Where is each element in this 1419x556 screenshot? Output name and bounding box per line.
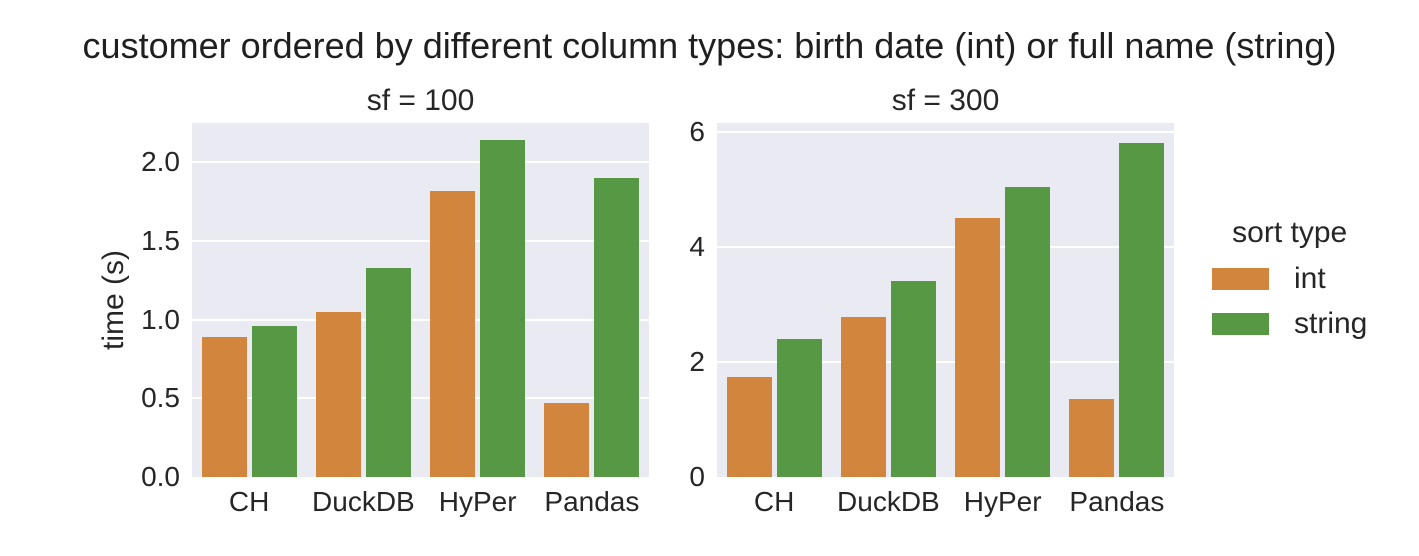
gridline [717, 246, 1174, 249]
legend-label-string: string [1294, 307, 1368, 340]
bar-group-ch [192, 123, 306, 477]
bar-duckdb-int [315, 311, 361, 477]
x-tick-label: Pandas [544, 486, 640, 517]
y-tick-label: 0.0 [141, 461, 180, 492]
bar-ch-int [726, 377, 772, 477]
x-tick-label: HyPer [963, 486, 1042, 517]
subplot-sf-300: sf = 300 0 2 4 6 CH DuckDB HyPer Pandas [689, 86, 1174, 516]
bar-duckdb-int [840, 317, 886, 477]
subplot-sf-100: sf = 100 time (s) 0.0 0.5 1.0 1.5 2.0 CH DuckD… [97, 86, 649, 516]
bar-ch-int [201, 336, 247, 477]
bar-pandas-string [594, 178, 640, 477]
bar-group-pandas [535, 123, 649, 477]
bar-hyper-int [430, 190, 476, 477]
gridline [192, 397, 649, 400]
bar-groups [192, 123, 649, 477]
gridline [717, 131, 1174, 134]
bar-ch-string [251, 325, 297, 477]
legend-label-int: int [1294, 262, 1326, 295]
bar-pandas-int [1069, 398, 1115, 477]
bar-group-pandas [1060, 123, 1174, 477]
y-tick-label: 0 [689, 461, 705, 492]
x-tick-label: DuckDB [312, 486, 415, 517]
gridline [192, 240, 649, 243]
y-tick-label: 1.5 [141, 225, 180, 256]
legend-swatch-string-icon [1212, 313, 1269, 335]
legend-swatch-int-icon [1212, 268, 1269, 290]
legend: sort type int string [1212, 218, 1367, 354]
bar-group-duckdb [831, 123, 945, 477]
bar-hyper-string [1005, 186, 1051, 477]
bar-hyper-string [480, 140, 526, 477]
bar-group-duckdb [306, 123, 420, 477]
subplot-title-sf-100: sf = 100 [366, 84, 475, 117]
bar-duckdb-string [365, 267, 411, 477]
x-tick-label: Pandas [1069, 486, 1165, 517]
bar-group-hyper [946, 123, 1060, 477]
y-tick-label: 1.0 [141, 303, 180, 335]
bar-duckdb-string [890, 281, 936, 477]
subplot-title-sf-300: sf = 300 [891, 84, 1000, 117]
gridline [192, 161, 649, 164]
bar-ch-string [776, 339, 822, 477]
x-tick-label: CH [228, 486, 270, 517]
gridline [192, 318, 649, 321]
bar-group-ch [717, 123, 831, 477]
y-tick-label: 4 [689, 231, 705, 263]
bar-pandas-string [1119, 143, 1165, 477]
legend-entry-int: int [1212, 264, 1367, 294]
y-tick-label: 0.5 [141, 382, 180, 414]
gridline [717, 361, 1174, 364]
x-tick-label: CH [753, 486, 795, 517]
x-tick-label: HyPer [438, 486, 517, 517]
y-tick-label: 2.0 [141, 146, 180, 178]
y-tick-label: 2 [689, 346, 705, 378]
legend-entry-string: string [1212, 309, 1367, 339]
y-tick-label: 6 [689, 116, 705, 148]
bar-groups [717, 123, 1174, 477]
bar-hyper-int [955, 218, 1001, 477]
x-tick-label: DuckDB [837, 486, 940, 517]
bar-pandas-int [544, 403, 590, 477]
bar-group-hyper [421, 123, 535, 477]
figure-title: customer ordered by different column typ… [82, 25, 1337, 66]
y-axis-label: time (s) [97, 250, 130, 350]
legend-title: sort type [1232, 216, 1348, 249]
